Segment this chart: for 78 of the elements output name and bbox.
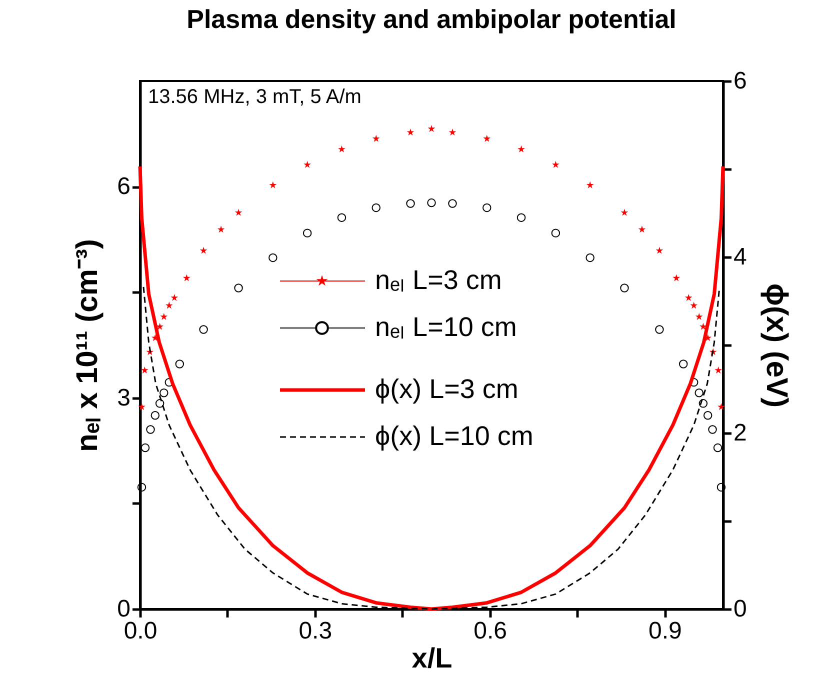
point <box>234 284 243 292</box>
point <box>700 322 707 330</box>
point <box>586 253 594 262</box>
point <box>620 284 629 292</box>
y2-tick-label: 0 <box>734 596 747 622</box>
point <box>518 145 525 152</box>
x-tick-label: 0.3 <box>298 618 332 644</box>
point <box>217 226 225 233</box>
point <box>714 366 722 374</box>
y-tick-label: 6 <box>117 173 130 200</box>
point <box>406 128 414 136</box>
point <box>698 399 708 408</box>
point <box>268 253 278 262</box>
point <box>150 411 160 420</box>
point <box>708 425 717 434</box>
point <box>448 199 457 208</box>
point <box>199 325 208 334</box>
point <box>656 246 664 254</box>
point <box>175 360 184 368</box>
point <box>684 294 692 301</box>
point <box>620 208 628 216</box>
y2-tick-label: 6 <box>734 68 747 94</box>
point <box>156 322 164 330</box>
legend-label: ϕ(x) L=3 cm <box>375 374 518 404</box>
point <box>155 399 164 408</box>
point <box>428 125 436 132</box>
y2-tick-label: 2 <box>734 420 747 446</box>
point <box>718 403 725 410</box>
point <box>703 411 712 420</box>
point <box>269 181 277 188</box>
point <box>302 228 312 238</box>
point <box>304 160 311 168</box>
point <box>672 274 680 282</box>
point <box>427 198 436 208</box>
point <box>140 366 148 374</box>
legend-label: ϕ(x) L=10 cm <box>375 421 534 451</box>
point <box>694 388 704 398</box>
point <box>140 443 150 452</box>
point <box>200 246 208 254</box>
point <box>695 312 703 320</box>
legend-label: nₑₗ L=3 cm <box>375 265 502 295</box>
point <box>338 145 346 152</box>
point <box>655 325 664 334</box>
point <box>713 443 722 452</box>
point <box>372 203 380 212</box>
point <box>160 388 168 398</box>
point <box>638 226 646 233</box>
point <box>690 302 698 309</box>
point <box>182 274 190 282</box>
chart-title: Plasma density and ambipolar potential <box>186 4 676 34</box>
x-tick-label: 0.9 <box>648 618 682 644</box>
point <box>137 482 146 492</box>
point <box>146 425 155 434</box>
y-axis-title: nₑₗ x 10¹¹ (cm⁻³) <box>71 239 104 452</box>
point <box>482 203 492 212</box>
point <box>716 482 726 492</box>
point <box>165 302 173 309</box>
point <box>551 228 560 238</box>
y2-axis-title: ϕ(x) (eV) <box>760 283 793 408</box>
y-tick-label: 3 <box>117 384 130 412</box>
point <box>160 312 168 320</box>
point <box>170 294 178 301</box>
y2-tick-label: 4 <box>734 244 747 270</box>
point <box>483 134 491 142</box>
point <box>586 181 594 188</box>
point <box>138 403 146 410</box>
annotation: 13.56 MHz, 3 mT, 5 A/m <box>148 86 362 108</box>
point <box>234 208 242 216</box>
point <box>372 134 380 142</box>
point <box>448 128 456 136</box>
point <box>406 199 415 208</box>
point <box>337 213 346 222</box>
x-tick-label: 0.6 <box>474 618 507 644</box>
legend-label: nₑₗ L=10 cm <box>375 312 517 342</box>
x-axis-title: x/L <box>412 642 452 674</box>
point <box>516 213 526 222</box>
point <box>552 160 560 168</box>
point <box>678 360 688 368</box>
